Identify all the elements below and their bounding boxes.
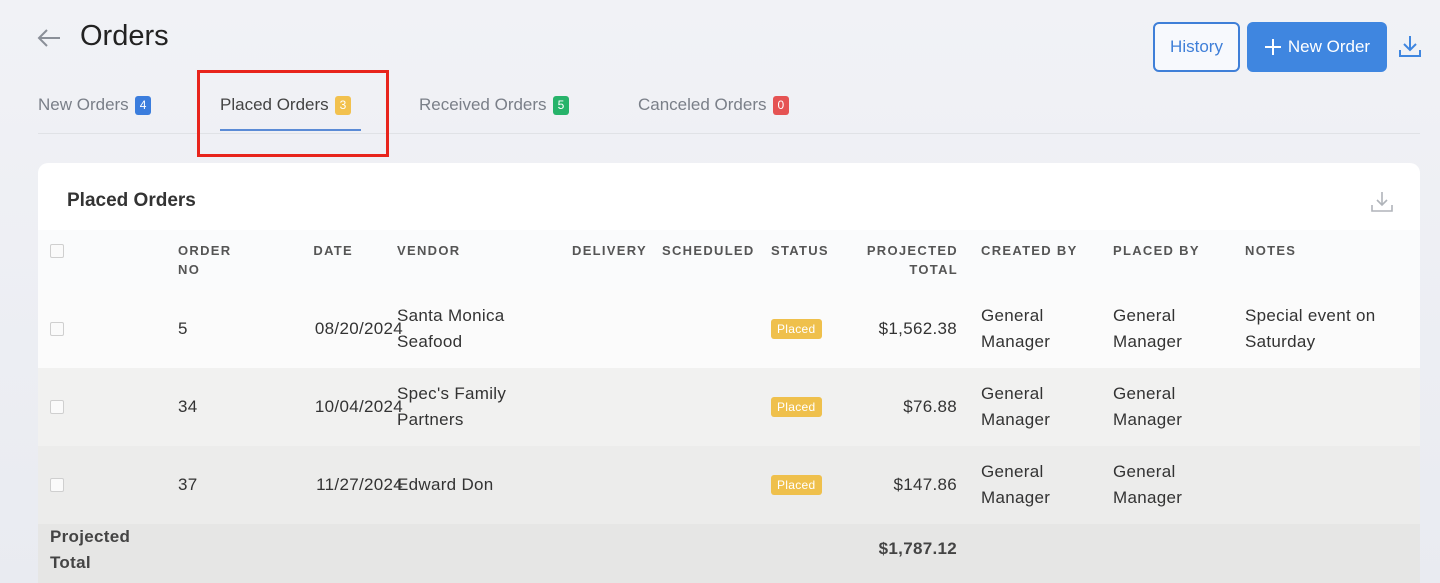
column-header: VENDOR <box>397 243 461 258</box>
panel-download-icon[interactable] <box>1370 190 1394 214</box>
status-badge: Placed <box>771 475 822 495</box>
footer-row: Projected Total $1,787.12 <box>38 524 1420 583</box>
cell-date: 08/20/2024 <box>314 319 403 338</box>
status-badge: Placed <box>771 319 822 339</box>
cell-date: 11/27/2024 <box>316 475 403 494</box>
cell-status: Placed <box>771 290 851 368</box>
column-header: ORDER NO <box>178 243 232 277</box>
tab[interactable]: Canceled Orders 0 <box>638 95 790 115</box>
highlight-box <box>197 70 389 157</box>
history-button[interactable]: History <box>1153 22 1240 72</box>
tab-label: Canceled Orders <box>638 95 767 114</box>
cell-placed-by: General Manager <box>1113 462 1183 507</box>
column-header: DATE <box>313 243 353 258</box>
column-header: PLACED BY <box>1113 243 1200 258</box>
cell-created-by: General Manager <box>981 384 1051 429</box>
column-header: CREATED BY <box>981 243 1078 258</box>
page-title: Orders <box>80 20 169 52</box>
tab-count: 3 <box>334 95 352 115</box>
checkbox[interactable] <box>50 244 64 258</box>
tab[interactable]: Received Orders 5 <box>419 95 570 115</box>
footer-total: $1,787.12 <box>878 539 957 558</box>
cell-total: $1,562.38 <box>878 319 957 338</box>
cell-created-by: General Manager <box>981 462 1051 507</box>
tab-label: New Orders <box>38 95 129 114</box>
column-header: PROJECTED TOTAL <box>866 243 958 277</box>
panel-title: Placed Orders <box>67 190 196 211</box>
download-icon[interactable] <box>1397 33 1423 59</box>
checkbox[interactable] <box>50 400 64 414</box>
tab-count: 4 <box>134 95 152 115</box>
column-header: SCHEDULED <box>662 243 755 258</box>
cell-order-no: 34 <box>178 397 198 416</box>
table-row: 5 08/20/2024 Santa Monica Seafood Placed $1,… <box>38 290 1420 369</box>
cell-vendor: Edward Don <box>397 475 494 494</box>
tab-count: 0 <box>772 95 790 115</box>
plus-icon <box>1264 39 1281 55</box>
column-header: NOTES <box>1245 243 1297 258</box>
active-tab-underline <box>220 129 361 131</box>
column-header: DELIVERY <box>572 243 647 258</box>
cell-total: $147.86 <box>893 475 957 494</box>
tab[interactable]: Placed Orders 3 <box>220 95 352 115</box>
cell-order-no: 37 <box>178 475 198 494</box>
cell-notes: Special event on Saturday <box>1245 306 1376 351</box>
column-header: STATUS <box>771 243 829 258</box>
checkbox[interactable] <box>50 478 64 492</box>
cell-total: $76.88 <box>903 397 957 416</box>
tab[interactable]: New Orders 4 <box>38 95 152 115</box>
new-order-button[interactable]: New Order <box>1247 22 1387 72</box>
status-badge: Placed <box>771 397 822 417</box>
footer-label: Projected Total <box>50 527 131 572</box>
table-row: 34 10/04/2024 Spec's Family Partners Placed… <box>38 368 1420 447</box>
new-order-label: New Order <box>1287 37 1371 56</box>
cell-created-by: General Manager <box>981 306 1051 351</box>
cell-placed-by: General Manager <box>1113 384 1183 429</box>
cell-status: Placed <box>771 446 851 524</box>
tab-divider <box>38 133 1420 134</box>
cell-placed-by: General Manager <box>1113 306 1183 351</box>
tab-label: Received Orders <box>419 95 547 114</box>
back-arrow[interactable] <box>36 28 62 48</box>
tab-label: Placed Orders <box>220 95 329 114</box>
cell-vendor: Spec's Family Partners <box>397 384 507 429</box>
cell-status: Placed <box>771 368 851 446</box>
table-row: 37 11/27/2024 Edward Don Placed $147.86 Gener… <box>38 446 1420 525</box>
header-row: ORDER NO DATE VENDOR DELIVERY SCHEDULED STATU… <box>38 230 1420 290</box>
checkbox[interactable] <box>50 322 64 336</box>
cell-order-no: 5 <box>178 319 188 338</box>
tab-count: 5 <box>552 95 570 115</box>
cell-vendor: Santa Monica Seafood <box>397 306 505 351</box>
cell-date: 10/04/2024 <box>314 397 403 416</box>
